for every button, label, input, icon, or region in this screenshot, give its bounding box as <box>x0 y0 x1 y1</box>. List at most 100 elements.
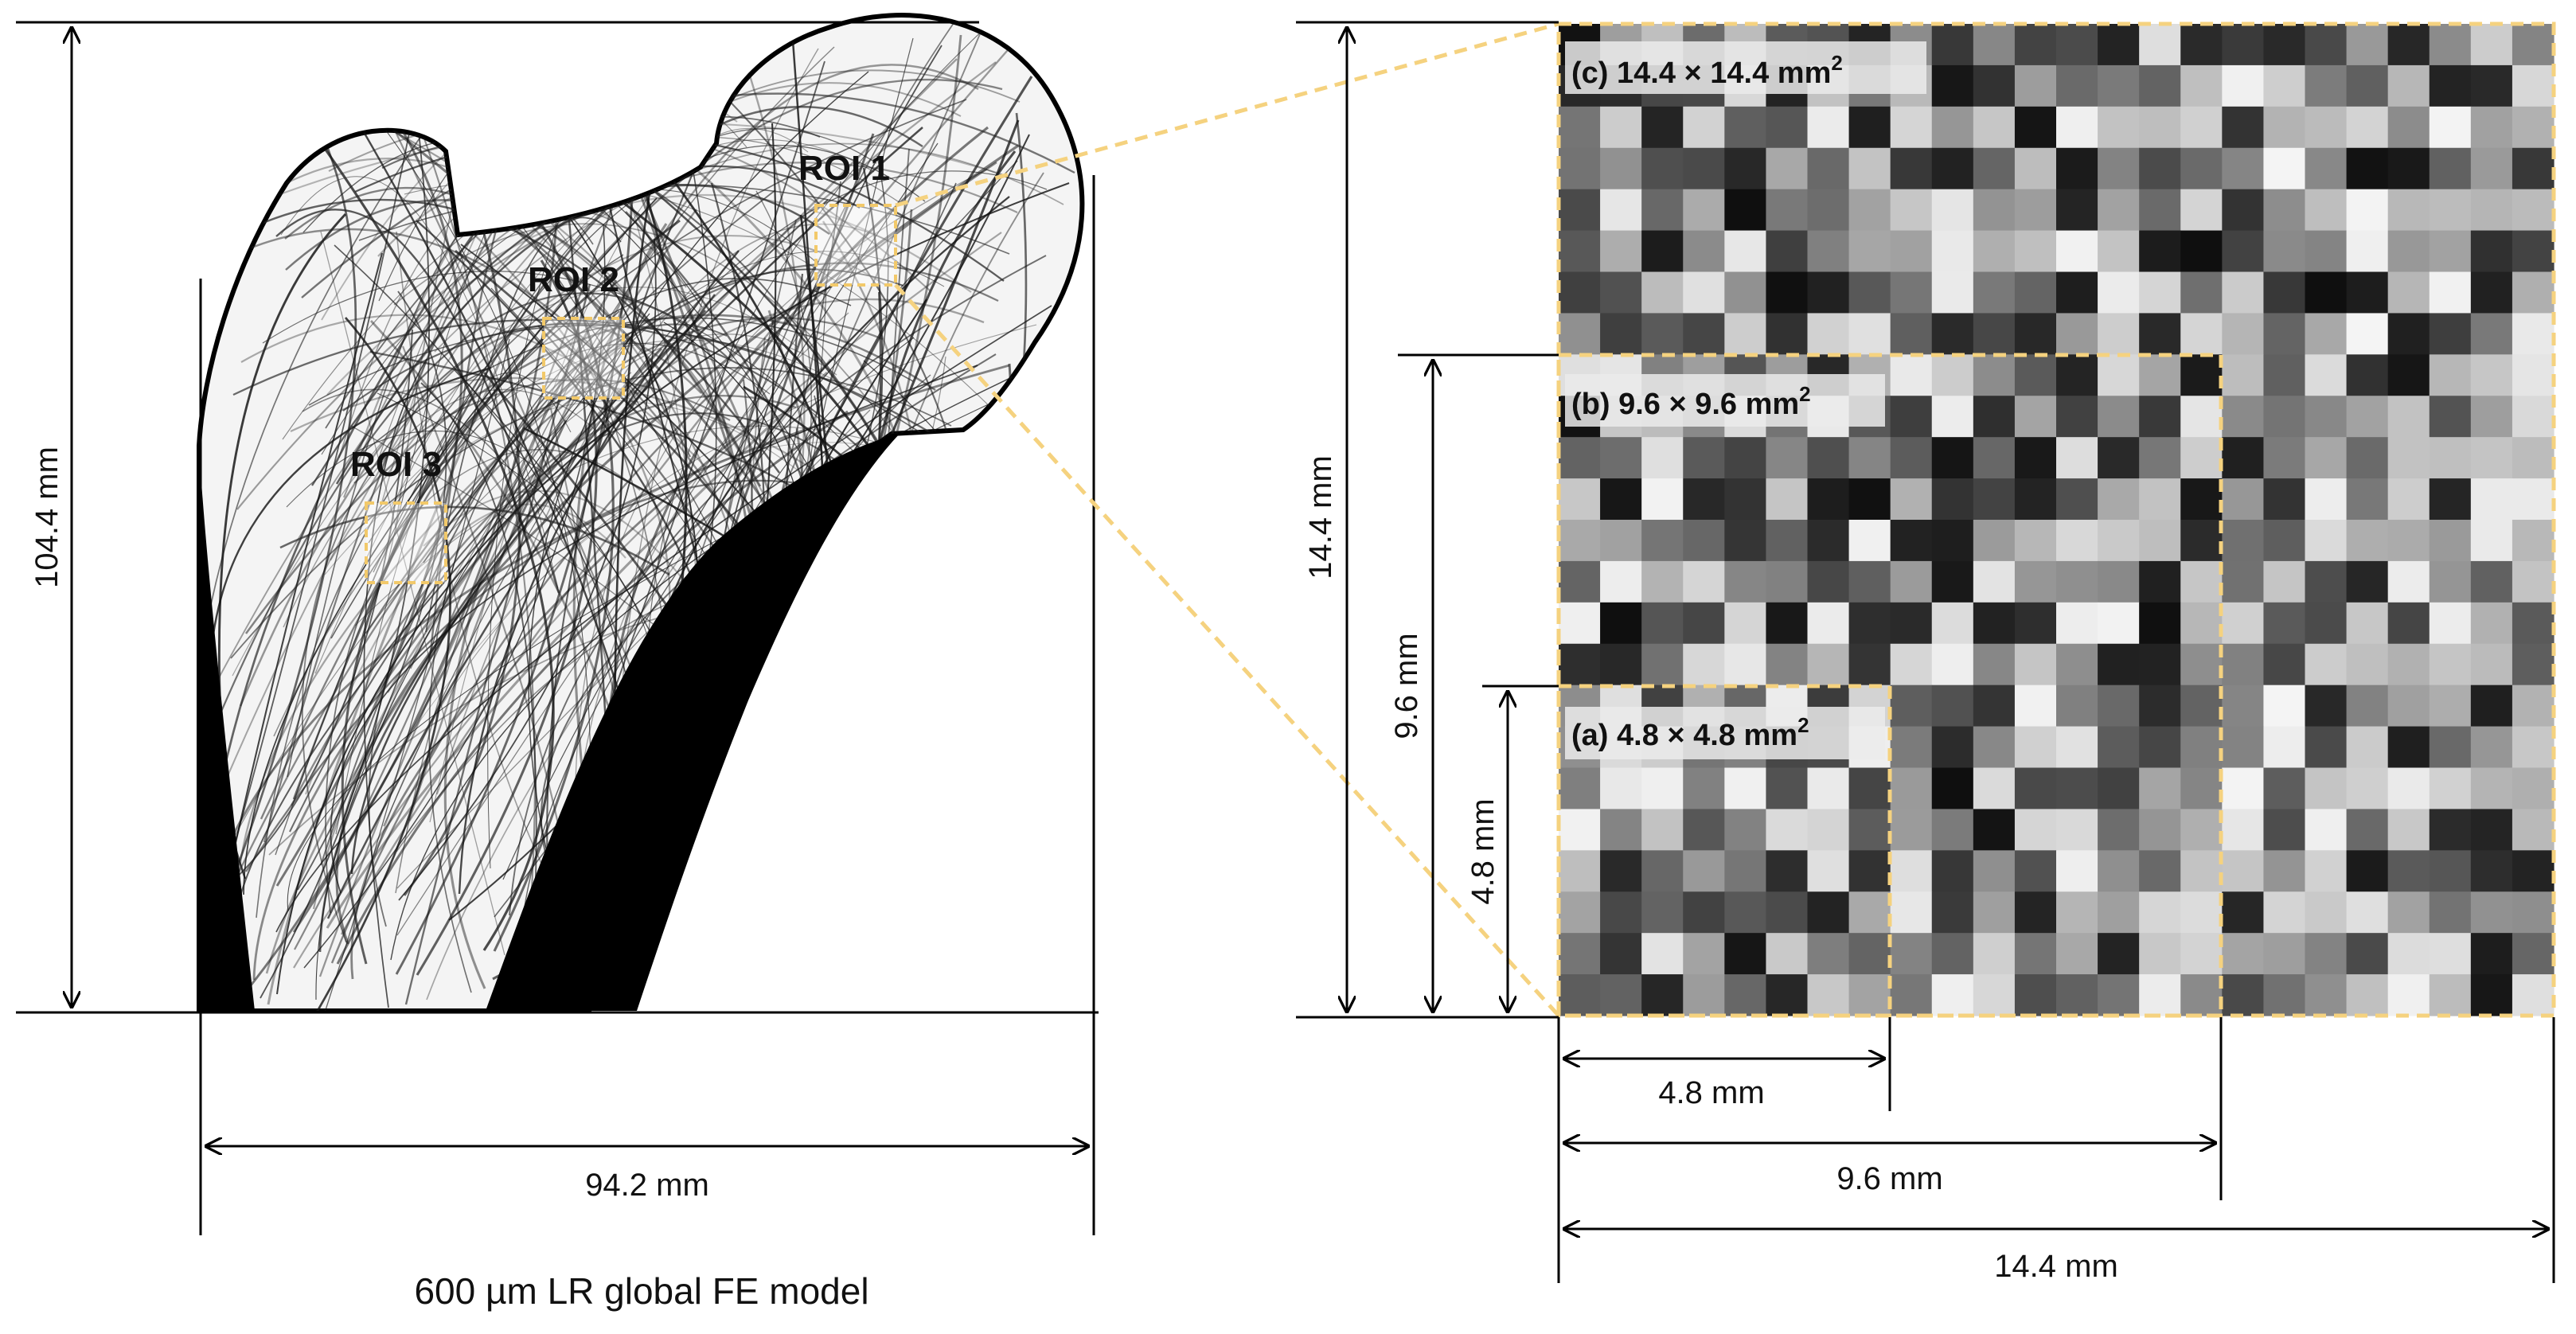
voxel-cell <box>1600 520 1642 562</box>
voxel-cell <box>2429 230 2472 273</box>
voxel-cell <box>1807 189 1850 232</box>
region-a-label: (a) 4.8 × 4.8 mm2 <box>1571 713 1809 752</box>
voxel-cell <box>2098 767 2140 810</box>
voxel-cell <box>2512 520 2555 562</box>
voxel-cell <box>1931 24 1974 66</box>
voxel-cell <box>2222 106 2265 149</box>
voxel-cell <box>1890 850 1933 892</box>
voxel-cell <box>2387 602 2430 645</box>
voxel-cell <box>2014 560 2057 603</box>
voxel-cell <box>1848 313 1891 355</box>
voxel-cell <box>2180 602 2223 645</box>
voxel-cell <box>2387 147 2430 190</box>
voxel-cell <box>1559 809 1601 851</box>
voxel-cell <box>1724 437 1767 479</box>
region-c-outline <box>1556 21 2556 1018</box>
voxel-cell <box>2014 189 2057 232</box>
voxel-cell <box>1559 933 1601 975</box>
voxel-cell <box>1559 643 1601 686</box>
voxel-cell <box>2470 974 2513 1016</box>
voxel-cell <box>2098 891 2140 934</box>
voxel-cell <box>1973 313 2016 355</box>
voxel-cell <box>1890 643 1933 686</box>
voxel-cell <box>1683 230 1725 273</box>
voxel-cell <box>2305 850 2348 892</box>
voxel-cell <box>1890 271 1933 314</box>
voxel-cell <box>2263 189 2306 232</box>
voxel-cell <box>1724 313 1767 355</box>
voxel-cell <box>2305 437 2348 479</box>
voxel-cell <box>1641 189 1684 232</box>
voxel-cell <box>1931 271 1974 314</box>
voxel-cell <box>1807 271 1850 314</box>
voxel-cell <box>1890 230 1933 273</box>
voxel-cell <box>1931 478 1974 521</box>
voxel-cell <box>2346 685 2389 727</box>
voxel-cell <box>2263 520 2306 562</box>
voxel-cell <box>2263 24 2306 66</box>
voxel-cell <box>1600 271 1642 314</box>
voxel-cell <box>2098 437 2140 479</box>
voxel-cell <box>1641 478 1684 521</box>
voxel-cell <box>2139 478 2181 521</box>
voxel-cell <box>2387 478 2430 521</box>
voxel-cell <box>2305 230 2348 273</box>
voxel-cell <box>1890 726 1933 769</box>
voxel-cell <box>1848 933 1891 975</box>
voxel-cell <box>2263 437 2306 479</box>
voxel-cell <box>1973 602 2016 645</box>
voxel-cell <box>2222 396 2265 438</box>
voxel-cell <box>2139 64 2181 107</box>
voxel-cell <box>1724 520 1767 562</box>
voxel-cell <box>2263 396 2306 438</box>
voxel-cell <box>1600 147 1642 190</box>
voxel-cell <box>2387 230 2430 273</box>
voxel-cell <box>2305 891 2348 934</box>
voxel-cell <box>1600 313 1642 355</box>
voxel-cell <box>2098 189 2140 232</box>
voxel-cell <box>1973 726 2016 769</box>
voxel-cell <box>2263 313 2306 355</box>
voxel-cell <box>2470 313 2513 355</box>
voxel-cell <box>1766 933 1809 975</box>
voxel-cell <box>2429 685 2472 727</box>
voxel-cell <box>1973 437 2016 479</box>
voxel-cell <box>1931 974 1974 1016</box>
voxel-cell <box>1766 106 1809 149</box>
voxel-cell <box>1683 602 1725 645</box>
voxel-cell <box>2098 726 2140 769</box>
voxel-cell <box>1807 602 1850 645</box>
voxel-cell <box>2222 64 2265 107</box>
voxel-cell <box>1683 313 1725 355</box>
voxel-cell <box>2014 685 2057 727</box>
voxel-cell <box>2512 933 2555 975</box>
voxel-cell <box>2305 685 2348 727</box>
voxel-cell <box>2305 24 2348 66</box>
height-label: 104.4 mm <box>29 447 64 588</box>
voxel-cell <box>2429 560 2472 603</box>
voxel-cell <box>1931 726 1974 769</box>
voxel-cell <box>1559 271 1601 314</box>
voxel-cell <box>1559 974 1601 1016</box>
voxel-cell <box>2098 974 2140 1016</box>
voxel-cell <box>2098 354 2140 396</box>
voxel-cell <box>2180 64 2223 107</box>
voxel-cell <box>1683 809 1725 851</box>
voxel-cell <box>2014 478 2057 521</box>
voxel-cell <box>2512 560 2555 603</box>
voxel-cell <box>2014 726 2057 769</box>
voxel-cell <box>1931 354 1974 396</box>
voxel-cell <box>2263 478 2306 521</box>
voxel-cell <box>2470 933 2513 975</box>
voxel-cell <box>2305 643 2348 686</box>
voxel-cell <box>2098 520 2140 562</box>
voxel-cell <box>1890 313 1933 355</box>
voxel-cell <box>2346 189 2389 232</box>
voxel-cell <box>1931 230 1974 273</box>
voxel-cell <box>2470 64 2513 107</box>
voxel-cell <box>2346 974 2389 1016</box>
voxel-cell <box>2512 974 2555 1016</box>
voxel-cell <box>2056 850 2098 892</box>
voxel-cell <box>2512 602 2555 645</box>
